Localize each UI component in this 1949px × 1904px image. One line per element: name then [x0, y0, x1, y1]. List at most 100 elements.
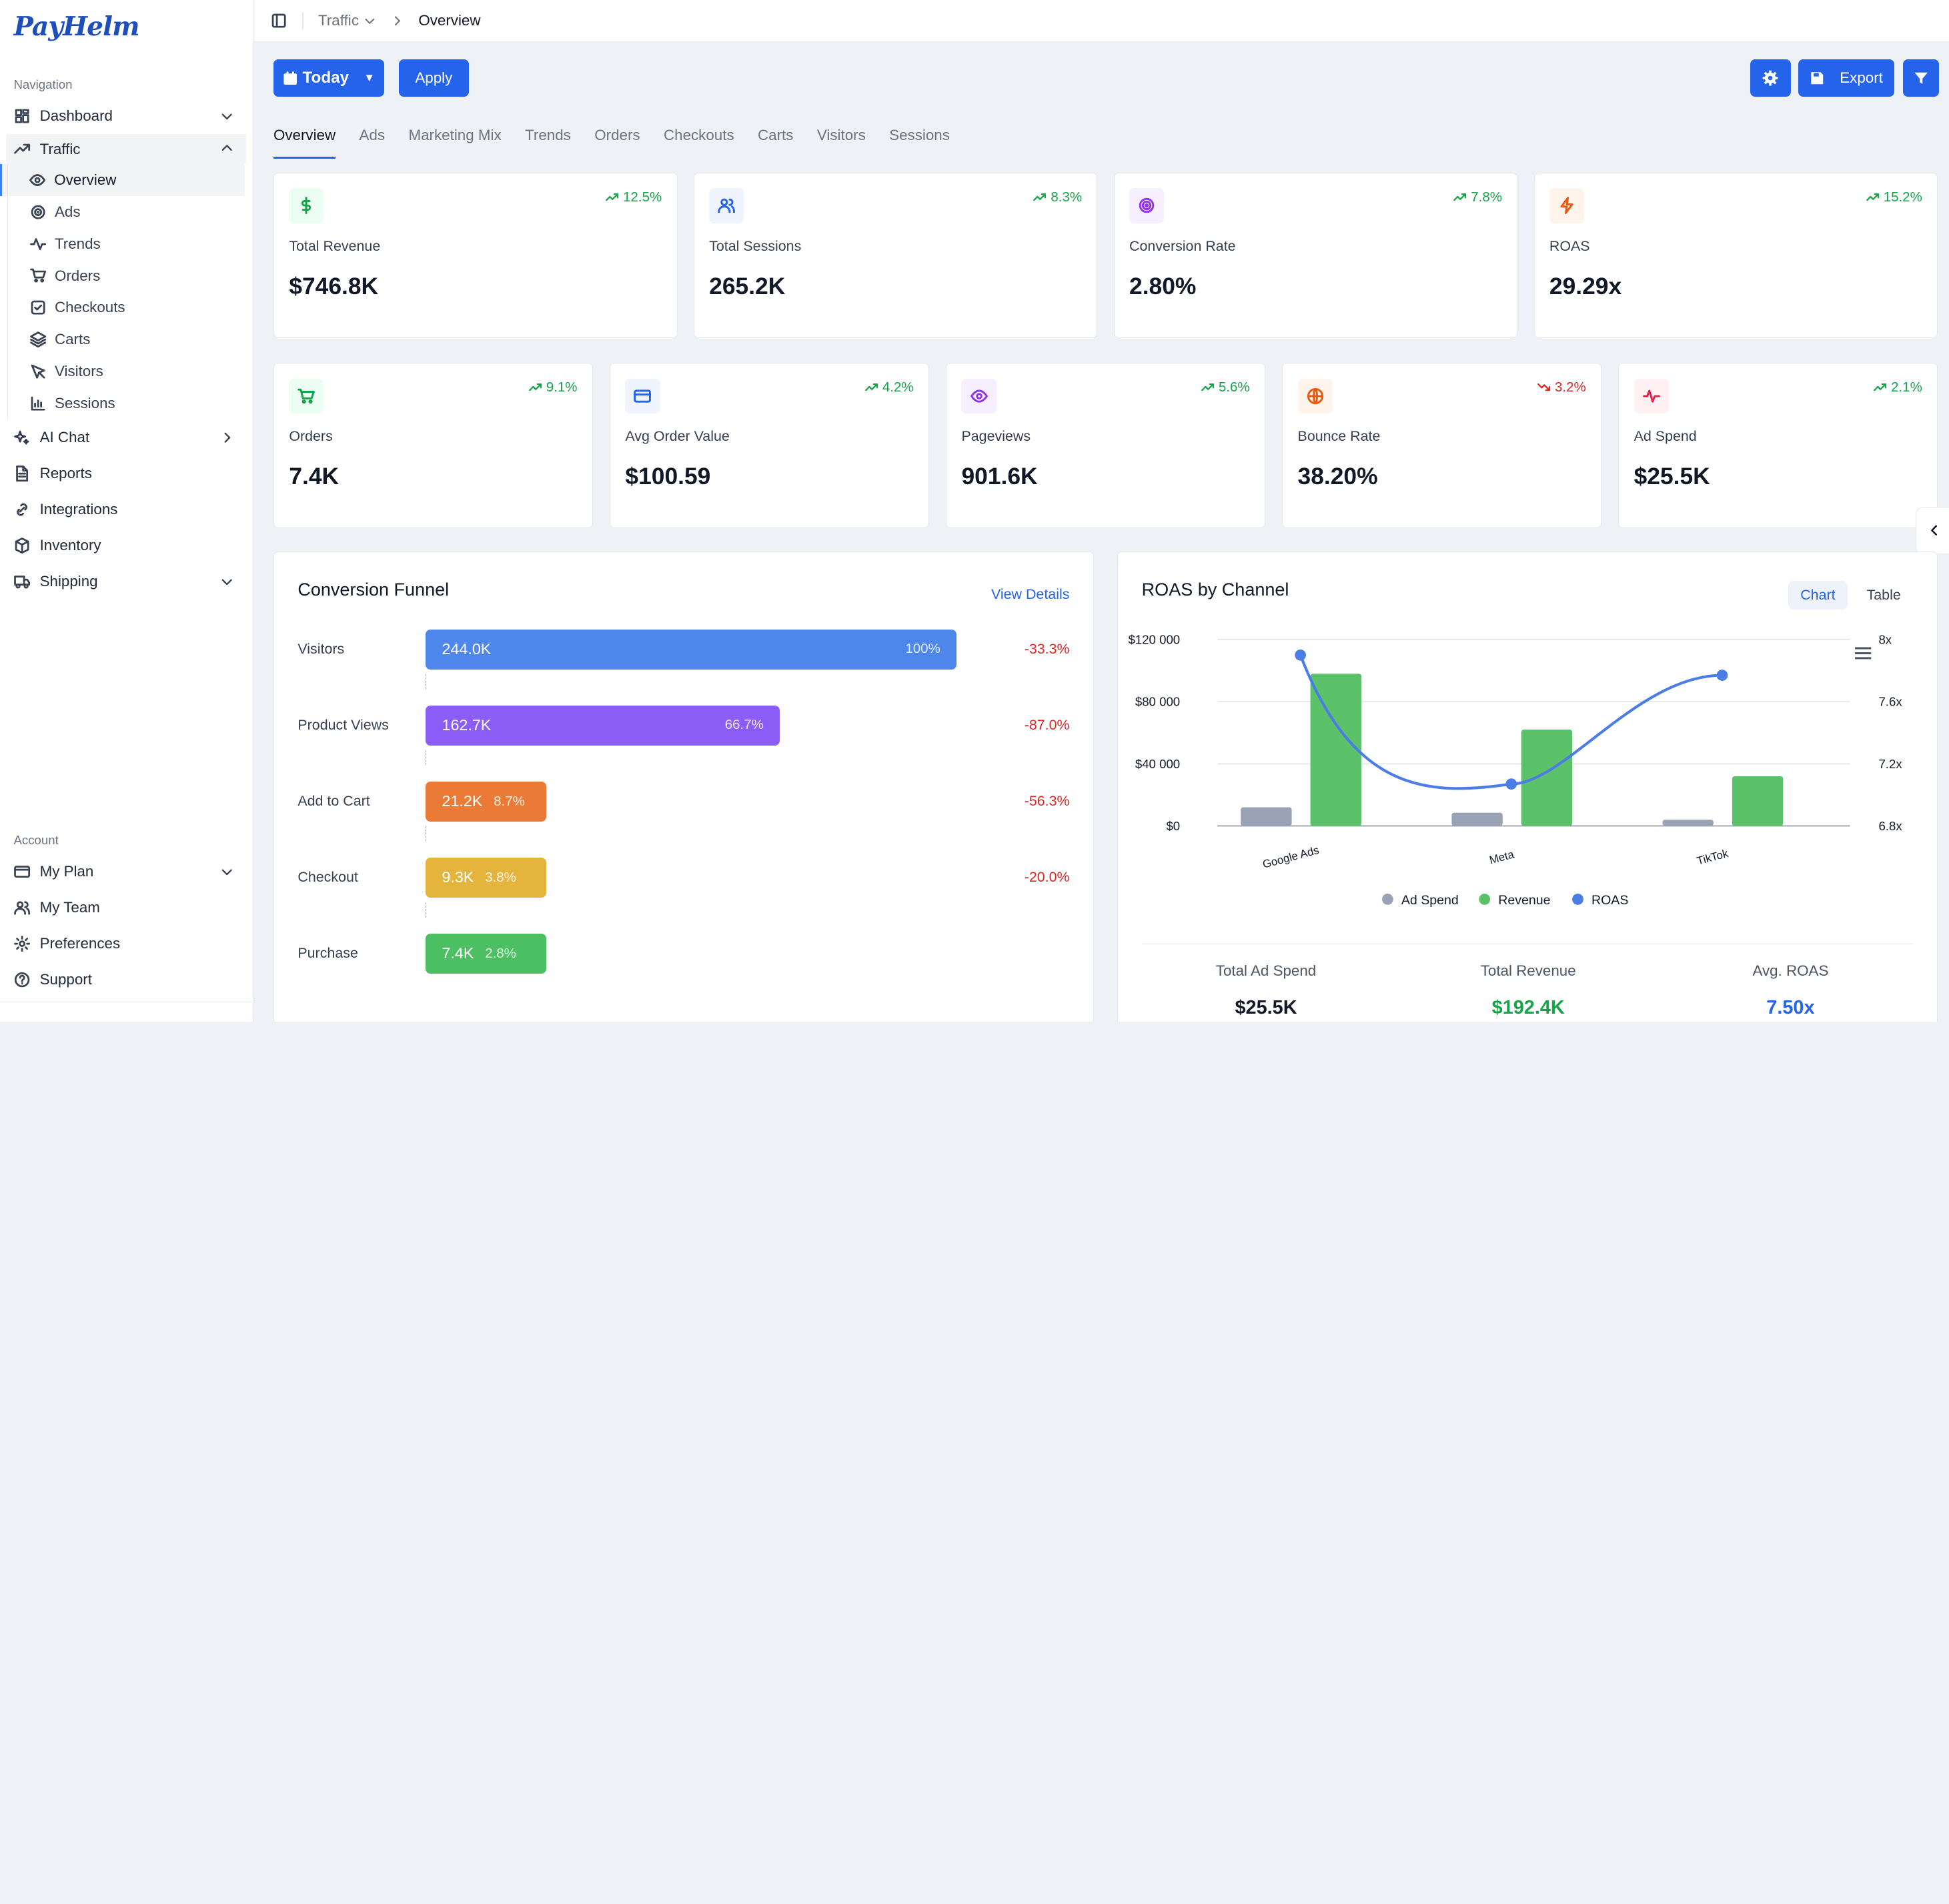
- view-details-link[interactable]: View Details: [991, 586, 1070, 602]
- kpi-label: ROAS: [1549, 237, 1590, 254]
- kpi-change: 4.2%: [864, 379, 914, 395]
- kpi-change: 2.1%: [1874, 379, 1922, 395]
- sidebar-subitem-label: Carts: [54, 331, 91, 348]
- sidebar-subitem-carts[interactable]: Carts: [0, 323, 253, 355]
- kpi-value: 38.20%: [1297, 463, 1378, 490]
- sidebar-item-support[interactable]: Support: [0, 962, 253, 998]
- sidebar-item-shipping[interactable]: Shipping: [0, 564, 253, 600]
- truck-icon: [13, 573, 31, 590]
- kpi-card-total-revenue: 12.5% Total Revenue $746.8K: [273, 173, 678, 338]
- y-left-tick-label: $120 000: [1129, 632, 1181, 646]
- export-button[interactable]: Export: [1798, 59, 1894, 97]
- kpi-value: 901.6K: [961, 463, 1038, 490]
- table-toggle-button[interactable]: Table: [1866, 587, 1901, 604]
- funnel-stage-label: Product Views: [297, 716, 389, 733]
- kpi-change-value: 7.8%: [1471, 189, 1502, 205]
- activity-icon: [29, 236, 46, 252]
- sidebar-subitem-trends[interactable]: Trends: [0, 228, 253, 260]
- tab-trends[interactable]: Trends: [525, 127, 571, 144]
- breadcrumb-parent[interactable]: Traffic: [318, 12, 376, 29]
- app-logo[interactable]: PayHelm: [13, 11, 139, 42]
- sidebar-subitem-label: Orders: [54, 267, 101, 284]
- sidebar-toggle-icon[interactable]: [271, 13, 287, 29]
- summary-label: Total Ad Spend: [1215, 962, 1317, 980]
- sidebar-item-my-plan[interactable]: My Plan: [0, 854, 253, 890]
- kpi-value: 7.4K: [289, 463, 340, 490]
- funnel-bar[interactable]: 21.2K 8.7%: [426, 782, 547, 822]
- summary-avg-roas: Avg. ROAS 7.50x: [1666, 962, 1915, 1019]
- funnel-bar[interactable]: 162.7K 66.7%: [426, 705, 780, 746]
- sidebar-item-my-team[interactable]: My Team: [0, 890, 253, 926]
- sidebar-item-preferences[interactable]: Preferences: [0, 926, 253, 962]
- kpi-value: $25.5K: [1634, 463, 1710, 490]
- kpi-label: Total Sessions: [709, 237, 802, 254]
- tab-overview[interactable]: Overview: [273, 127, 336, 159]
- sidebar-item-ai-chat[interactable]: AI Chat: [0, 419, 253, 455]
- account-section-label: Account: [13, 832, 59, 847]
- kpi-label: Ad Spend: [1634, 428, 1697, 445]
- sidebar-item-label: Preferences: [39, 935, 121, 952]
- funnel-stage: Checkout 9.3K 3.8% -20.0%: [297, 858, 1070, 918]
- bar-ad-spend: [1451, 812, 1503, 826]
- credit-card-icon: [13, 863, 31, 880]
- tab-ads[interactable]: Ads: [359, 127, 386, 144]
- sidebar-subitem-overview[interactable]: Overview: [0, 163, 245, 196]
- kpi-label: Conversion Rate: [1129, 237, 1236, 254]
- tab-checkouts[interactable]: Checkouts: [663, 127, 734, 144]
- chevron-down-icon: [220, 865, 233, 882]
- x-tick-label: Google Ads: [1261, 844, 1321, 871]
- lightning-icon: [1549, 188, 1585, 223]
- grid-icon: [13, 107, 31, 125]
- sidebar-item-dashboard[interactable]: Dashboard: [0, 98, 253, 134]
- sidebar-item-label: Shipping: [39, 573, 98, 590]
- kpi-change-value: 3.2%: [1555, 379, 1586, 395]
- sidebar: PayHelm Navigation Dashboard Traffic Ove…: [0, 0, 254, 1022]
- tab-visitors[interactable]: Visitors: [816, 127, 866, 144]
- kpi-value: 2.80%: [1129, 273, 1197, 300]
- conversion-funnel-card: Conversion Funnel View Details Visitors 2…: [273, 552, 1094, 1022]
- sidebar-item-inventory[interactable]: Inventory: [0, 528, 253, 564]
- apply-button[interactable]: Apply: [399, 59, 469, 97]
- sidebar-item-reports[interactable]: Reports: [0, 455, 253, 492]
- sidebar-item-integrations[interactable]: Integrations: [0, 492, 253, 528]
- sidebar-subitem-visitors[interactable]: Visitors: [0, 355, 253, 387]
- kpi-value: $100.59: [625, 463, 711, 490]
- chevron-right-icon: [391, 15, 404, 27]
- funnel-bar[interactable]: 7.4K 2.8%: [426, 934, 547, 974]
- funnel-stage-label: Checkout: [297, 868, 358, 885]
- settings-button[interactable]: [1750, 59, 1792, 97]
- trend-up-icon: [1866, 191, 1880, 204]
- sidebar-item-label: AI Chat: [39, 429, 90, 446]
- sidebar-item-traffic[interactable]: Traffic: [6, 134, 246, 164]
- tab-orders[interactable]: Orders: [594, 127, 640, 144]
- date-range-dropdown[interactable]: Today ▼: [273, 59, 384, 97]
- collapse-panel-handle[interactable]: [1915, 507, 1949, 555]
- eye-icon: [961, 378, 997, 413]
- chevron-left-icon: [1928, 524, 1941, 537]
- chart-toggle-button[interactable]: Chart: [1788, 581, 1848, 610]
- trending-up-icon: [13, 141, 31, 158]
- legend-label: Revenue: [1498, 893, 1550, 908]
- summary-value: 7.50x: [1766, 997, 1815, 1019]
- kpi-change-value: 4.2%: [882, 379, 914, 395]
- tab-carts[interactable]: Carts: [758, 127, 794, 144]
- tab-marketing-mix[interactable]: Marketing Mix: [408, 127, 502, 144]
- kpi-change: 8.3%: [1033, 189, 1082, 205]
- sidebar-subitem-orders[interactable]: Orders: [0, 260, 253, 292]
- sparkles-icon: [13, 429, 31, 446]
- trend-up-icon: [528, 381, 542, 394]
- legend-label: ROAS: [1591, 893, 1628, 908]
- kpi-change: 3.2%: [1537, 379, 1586, 395]
- funnel-percent: 66.7%: [724, 716, 764, 732]
- funnel-title: Conversion Funnel: [297, 580, 450, 600]
- funnel-bar[interactable]: 9.3K 3.8%: [426, 858, 547, 898]
- summary-value: $192.4K: [1491, 997, 1565, 1019]
- bar-chart-icon: [30, 395, 46, 411]
- funnel-bar[interactable]: 244.0K 100%: [426, 629, 956, 670]
- sidebar-subitem-sessions[interactable]: Sessions: [0, 387, 253, 419]
- sidebar-subitem-checkouts[interactable]: Checkouts: [0, 292, 253, 324]
- sidebar-subitem-ads[interactable]: Ads: [0, 196, 253, 228]
- kpi-change: 15.2%: [1866, 189, 1922, 205]
- filter-button[interactable]: [1903, 59, 1940, 97]
- tab-sessions[interactable]: Sessions: [889, 127, 950, 144]
